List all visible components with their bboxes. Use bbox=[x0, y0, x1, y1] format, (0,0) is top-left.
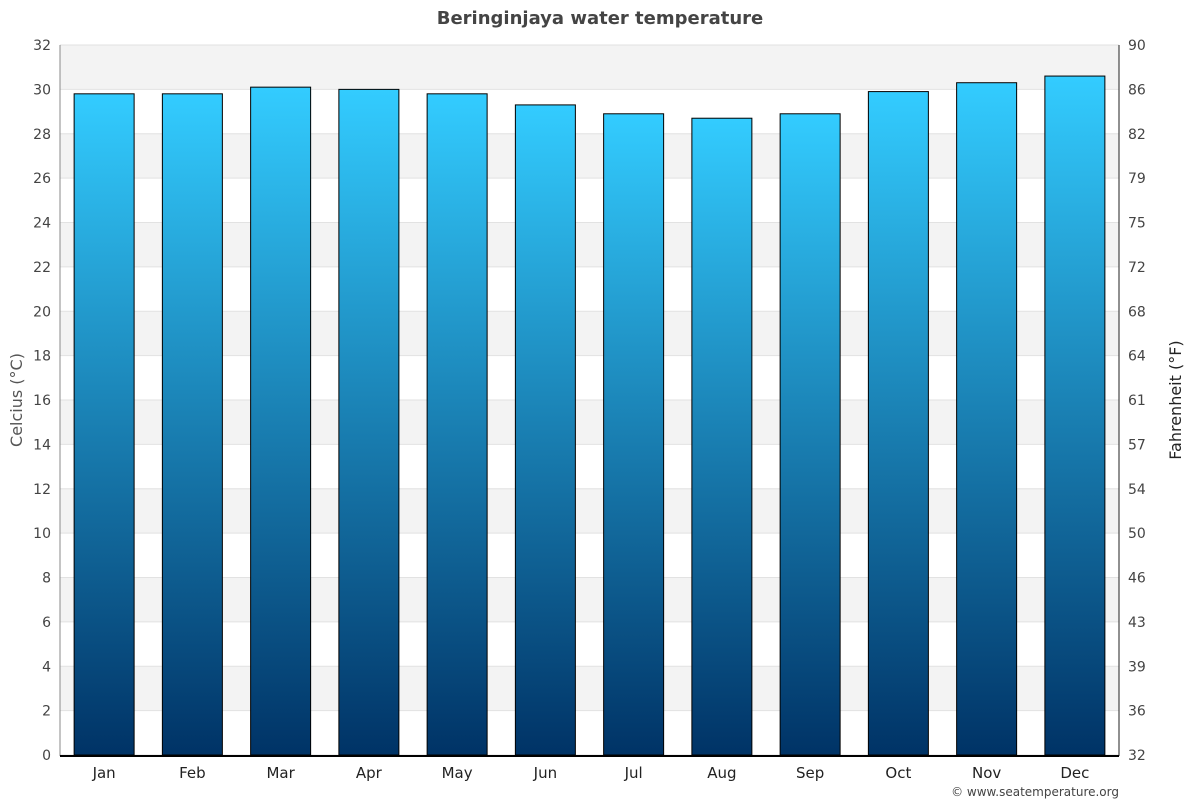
y2-tick-label: 46 bbox=[1128, 571, 1146, 587]
y-tick-label: 0 bbox=[42, 748, 51, 764]
y2-tick-label: 90 bbox=[1128, 38, 1146, 54]
bar-sep bbox=[779, 113, 841, 756]
y2-tick-label: 57 bbox=[1128, 437, 1146, 453]
credit: © www.seatemperature.org bbox=[951, 785, 1119, 799]
grid-band bbox=[60, 133, 1119, 179]
bar-jan bbox=[73, 93, 135, 756]
x-tick-label: May bbox=[442, 764, 473, 782]
bar-jul bbox=[603, 113, 665, 756]
y2-tick-label: 72 bbox=[1128, 260, 1146, 276]
y2-tick-label: 75 bbox=[1128, 216, 1146, 232]
y2-axis-label: Fahrenheit (°F) bbox=[1166, 340, 1185, 459]
y-tick-label: 28 bbox=[33, 127, 51, 143]
y2-tick-label: 39 bbox=[1128, 659, 1146, 675]
y-tick-label: 14 bbox=[33, 437, 51, 453]
bar-mar bbox=[250, 86, 312, 756]
y-tick-label: 16 bbox=[33, 393, 51, 409]
bar-feb bbox=[161, 93, 223, 756]
x-tick-label: Nov bbox=[972, 764, 1001, 782]
y2-tick-label: 36 bbox=[1128, 704, 1146, 720]
y2-tick-label: 50 bbox=[1128, 526, 1146, 542]
y-tick-label: 22 bbox=[33, 260, 51, 276]
y-tick-label: 26 bbox=[33, 171, 51, 187]
x-tick-label: Apr bbox=[356, 764, 383, 782]
y-tick-label: 2 bbox=[42, 704, 51, 720]
grid-band bbox=[60, 222, 1119, 267]
x-tick-label: Dec bbox=[1060, 764, 1089, 782]
y-tick-label: 18 bbox=[33, 349, 51, 365]
grid-band bbox=[60, 577, 1119, 622]
y2-tick-label: 32 bbox=[1128, 748, 1146, 764]
y-tick-label: 8 bbox=[42, 571, 51, 587]
y2-tick-label: 82 bbox=[1128, 127, 1146, 143]
grid-band bbox=[60, 400, 1119, 445]
bar-dec bbox=[1044, 75, 1106, 756]
grid-band bbox=[60, 311, 1119, 356]
chart-title: Beringinjaya water temperature bbox=[437, 8, 764, 29]
y-tick-label: 20 bbox=[33, 304, 51, 320]
y-tick-label: 32 bbox=[33, 38, 51, 54]
bar-aug bbox=[691, 117, 753, 756]
grid-band bbox=[60, 666, 1119, 711]
x-tick-label: Sep bbox=[796, 764, 824, 782]
y2-tick-label: 68 bbox=[1128, 304, 1146, 320]
y-tick-label: 24 bbox=[33, 216, 51, 232]
bar-oct bbox=[867, 91, 929, 756]
x-tick-label: Aug bbox=[707, 764, 736, 782]
bar-jun bbox=[514, 104, 576, 756]
y-tick-label: 6 bbox=[42, 615, 51, 631]
y2-tick-label: 64 bbox=[1128, 349, 1146, 365]
bar-may bbox=[426, 93, 488, 756]
y2-tick-label: 79 bbox=[1128, 171, 1146, 187]
grid-band bbox=[60, 45, 1119, 90]
y-tick-label: 12 bbox=[33, 482, 51, 498]
x-tick-label: Mar bbox=[266, 764, 295, 782]
y-tick-label: 10 bbox=[33, 526, 51, 542]
y2-tick-label: 86 bbox=[1128, 82, 1146, 98]
y2-tick-label: 43 bbox=[1128, 615, 1146, 631]
y2-tick-label: 61 bbox=[1128, 393, 1146, 409]
x-tick-label: Oct bbox=[885, 764, 911, 782]
y-tick-label: 4 bbox=[42, 659, 51, 675]
y-axis-label: Celcius (°C) bbox=[7, 353, 26, 447]
bar-apr bbox=[338, 88, 400, 756]
x-tick-label: Jan bbox=[92, 764, 116, 782]
x-tick-label: Jun bbox=[533, 764, 557, 782]
grid-band bbox=[60, 488, 1119, 534]
y-tick-label: 30 bbox=[33, 82, 51, 98]
bar-nov bbox=[956, 82, 1018, 756]
y2-tick-label: 54 bbox=[1128, 482, 1146, 498]
x-tick-label: Jul bbox=[624, 764, 643, 782]
x-tick-label: Feb bbox=[179, 764, 206, 782]
